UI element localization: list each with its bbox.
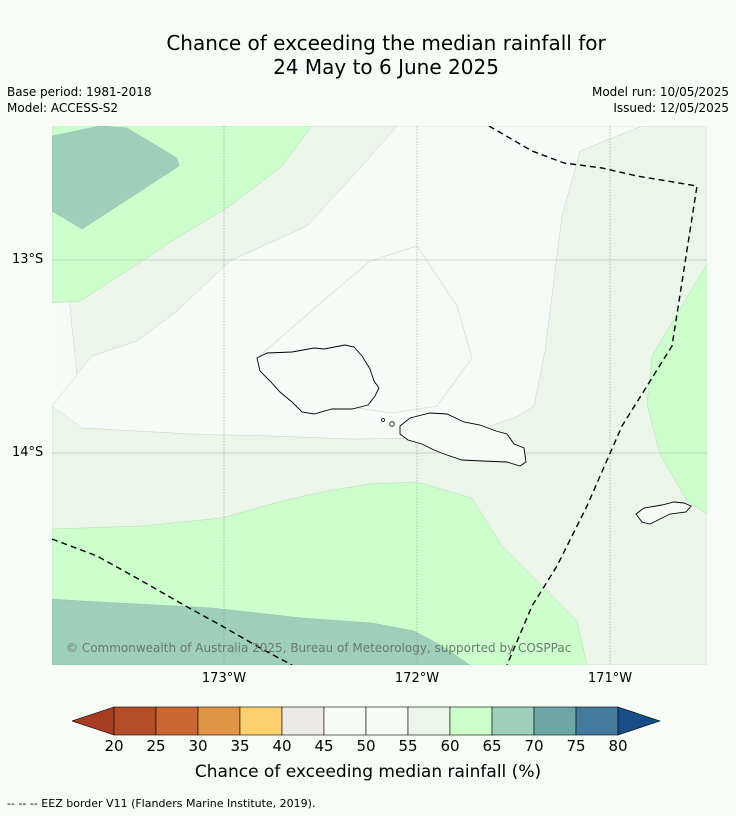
colorbar-tick-30: 30 [188,737,208,755]
lon-label-172w: 172°W [394,671,440,686]
colorbar-tick-25: 25 [146,737,166,755]
colorbar-tick-55: 55 [398,737,418,755]
colorbar-extend-low [72,706,115,736]
eez-border-southwest [52,538,293,665]
lat-label-13s: 13°S [12,252,44,267]
colorbar-segment-60_65 [449,706,493,736]
chart-title: Chance of exceeding the median rainfall … [0,31,736,79]
colorbar-tick-70: 70 [524,737,544,755]
copyright-notice: © Commonwealth of Australia 2025, Bureau… [66,641,572,655]
region-45-55-center [52,126,643,440]
region-65-70-northwest [52,126,180,230]
lat-label-14s: 14°S [12,445,44,460]
colorbar-segment-45_50 [323,706,367,736]
title-line-1: Chance of exceeding the median rainfall … [166,31,606,55]
rainfall-map [52,126,707,665]
parallels [52,259,707,454]
colorbar-segment-70_75 [533,706,577,736]
colorbar-tick-65: 65 [482,737,502,755]
colorbar-segment-40_45 [281,706,325,736]
colorbar-tick-45: 45 [314,737,334,755]
colorbar-segment-35_40 [239,706,283,736]
base-period: Base period: 1981-2018 [7,85,152,99]
metadata-right: Model run: 10/05/2025 Issued: 12/05/2025 [592,84,729,116]
colorbar-tick-20: 20 [104,737,124,755]
eez-footnote: -- -- -- EEZ border V11 (Flanders Marine… [7,797,316,810]
island-upolu [399,412,527,467]
issued-date: Issued: 12/05/2025 [613,101,729,115]
colorbar-tick-75: 75 [566,737,586,755]
colorbar-segment-55_60 [407,706,451,736]
colorbar-segment-50_55 [365,706,409,736]
colorbar-tick-60: 60 [440,737,460,755]
colorbar-extend-high [617,706,661,736]
model-run: Model run: 10/05/2025 [591,85,729,99]
region-65-70-south [52,598,471,665]
colorbar-tick-50: 50 [356,737,376,755]
region-60-65-east [646,263,707,515]
colorbar-segment-30_35 [197,706,241,736]
island-tutuila [635,501,692,525]
model-name: Model: ACCESS-S2 [7,101,119,115]
colorbar-tick-80: 80 [608,737,628,755]
island-apolima [381,418,385,422]
metadata-left: Base period: 1981-2018 Model: ACCESS-S2 [7,84,152,116]
island-manono [389,421,395,427]
colorbar-tick-35: 35 [230,737,250,755]
island-savaii [256,344,380,415]
colorbar-label: Chance of exceeding median rainfall (%) [194,762,542,782]
colorbar-segment-20_25 [113,706,157,736]
colorbar-segment-25_30 [155,706,199,736]
colorbar-tick-40: 40 [272,737,292,755]
lon-label-171w: 171°W [587,671,633,686]
title-line-2: 24 May to 6 June 2025 [273,55,499,79]
lon-label-173w: 173°W [201,671,247,686]
colorbar [72,706,661,736]
colorbar-segment-75_80 [575,706,619,736]
colorbar-segment-65_70 [491,706,535,736]
